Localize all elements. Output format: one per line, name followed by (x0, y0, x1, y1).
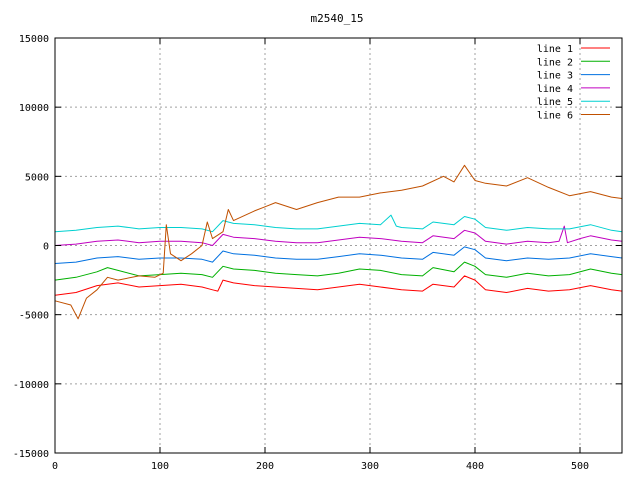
x-tick-label: 100 (151, 461, 169, 472)
axis-ticks: 0 100 200 300 400 500 -15000 -10000 -5000 0 5000 10… (13, 34, 622, 472)
legend-label: line 6 (537, 111, 573, 122)
y-tick-label: 5000 (25, 172, 49, 183)
grid-lines (55, 38, 622, 453)
series-line-1 (54, 275, 623, 296)
y-tick-label: 10000 (19, 103, 49, 114)
chart-title: m2540_15 (311, 12, 364, 25)
series-line-5 (54, 214, 623, 233)
x-tick-label: 400 (466, 461, 484, 472)
legend-label: line 3 (537, 71, 573, 82)
legend-label: line 1 (537, 44, 573, 55)
y-tick-label: 0 (43, 242, 49, 253)
y-tick-label: 15000 (19, 34, 49, 45)
series-lines (54, 164, 623, 320)
legend-label: line 4 (537, 84, 573, 95)
x-tick-label: 200 (256, 461, 274, 472)
series-line-6 (54, 164, 623, 320)
x-tick-label: 500 (571, 461, 589, 472)
y-tick-label: -5000 (19, 311, 49, 322)
series-line-4 (54, 225, 623, 246)
series-line-3 (54, 246, 623, 264)
legend: line 1 line 2 line 3 line 4 line 5 line 6 (537, 44, 610, 122)
x-tick-label: 0 (52, 461, 58, 472)
y-tick-label: -15000 (13, 449, 49, 460)
y-tick-label: -10000 (13, 380, 49, 391)
legend-label: line 5 (537, 97, 573, 108)
legend-label: line 2 (537, 57, 573, 68)
x-tick-label: 300 (361, 461, 379, 472)
series-line-2 (54, 261, 623, 281)
